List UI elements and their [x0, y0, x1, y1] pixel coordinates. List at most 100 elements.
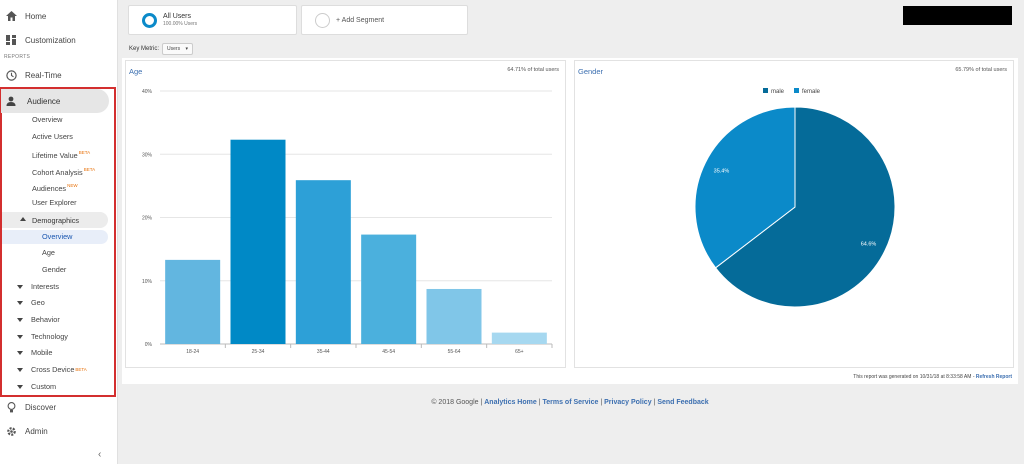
empty-ring-icon [315, 12, 330, 28]
demographics-item-age[interactable]: Age [42, 246, 55, 260]
home-icon [5, 10, 17, 22]
bar-55-64 [426, 288, 482, 344]
bar-18-24 [165, 259, 221, 344]
caret-down-icon [17, 368, 23, 372]
age-card-pct: 64.71% of total users [507, 67, 559, 73]
key-metric-label: Key Metric: [129, 46, 160, 52]
x-tick-label: 55-64 [448, 349, 461, 355]
segment-all-users[interactable]: All Users 100.00% Users [128, 5, 297, 35]
dashboard-grid-icon [5, 34, 17, 46]
copyright-text: © 2018 Google | [431, 399, 485, 406]
nav-item-label: Cross Device [31, 365, 75, 374]
gear-icon [5, 425, 17, 437]
gender-card-title[interactable]: Gender [578, 67, 604, 76]
y-tick-label: 40% [142, 89, 153, 95]
legend-swatch-female [794, 88, 799, 93]
nav-discover-label: Discover [25, 402, 57, 412]
audience-item-label: Lifetime Value [32, 151, 78, 160]
new-badge: NEW [67, 183, 78, 188]
caret-down-icon [17, 318, 23, 322]
nav-discover[interactable]: Discover [0, 395, 56, 419]
nav-technology[interactable]: Technology [17, 330, 68, 344]
caret-down-icon [17, 351, 23, 355]
dropdown-arrow-icon: ▾ [185, 46, 189, 52]
nav-customization[interactable]: Customization [0, 28, 76, 52]
pie-label-female: 35.4% [714, 169, 730, 175]
nav-custom[interactable]: Custom [17, 380, 56, 394]
age-card-title[interactable]: Age [129, 67, 143, 76]
gender-card-pct: 65.79% of total users [955, 67, 1007, 73]
footer-link-analytics-home[interactable]: Analytics Home [484, 399, 537, 406]
caret-up-icon [20, 217, 26, 221]
audience-item-audiences[interactable]: AudiencesNEW [32, 179, 78, 193]
footer-link-terms[interactable]: Terms of Service [542, 399, 599, 406]
reports-section-label: REPORTS [4, 54, 31, 60]
nav-item-label: Mobile [31, 348, 53, 357]
key-metric-value: Users [167, 46, 181, 52]
segment-title: All Users [163, 13, 192, 20]
key-metric-dropdown[interactable]: Users ▾ [162, 43, 194, 55]
segment-subtitle: 100.00% Users [163, 21, 198, 27]
beta-badge: BETA [78, 150, 91, 155]
clock-icon [5, 69, 17, 81]
audience-item-label: Cohort Analysis [32, 168, 83, 177]
nav-realtime-label: Real-Time [25, 70, 62, 80]
nav-item-label: Technology [31, 332, 68, 341]
footer-link-feedback[interactable]: Send Feedback [657, 399, 709, 406]
bar-65+ [491, 332, 547, 344]
lightbulb-icon [5, 401, 17, 413]
beta-badge: BETA [83, 167, 96, 172]
key-metric: Key Metric: Users ▾ [129, 43, 194, 55]
audience-highlight-frame [0, 87, 116, 397]
nav-behavior[interactable]: Behavior [17, 313, 60, 327]
report-generated-text: This report was generated on 10/31/18 at… [853, 374, 976, 380]
nav-geo[interactable]: Geo [17, 296, 45, 310]
audience-item-lifetime-value[interactable]: Lifetime ValueBETA [32, 146, 90, 160]
audience-item-label: Audiences [32, 184, 67, 193]
nav-admin-label: Admin [25, 426, 48, 436]
add-segment-button[interactable]: + Add Segment [301, 5, 468, 35]
nav-item-label: Behavior [31, 315, 60, 324]
report-generated-note: This report was generated on 10/31/18 at… [853, 374, 1012, 380]
nav-home[interactable]: Home [0, 4, 46, 28]
demographics-item-gender[interactable]: Gender [42, 263, 66, 277]
refresh-report-link[interactable]: Refresh Report [975, 374, 1012, 380]
nav-home-label: Home [25, 11, 47, 21]
audience-item-label: Active Users [32, 132, 73, 141]
page-footer: © 2018 Google | Analytics Home | Terms o… [431, 399, 709, 406]
sidebar: Home Customization REPORTS Real-Time Aud… [0, 0, 118, 464]
nav-mobile[interactable]: Mobile [17, 346, 53, 360]
legend-label-male: male [771, 89, 785, 95]
redacted-block [903, 6, 1012, 25]
nav-demographics[interactable]: Demographics [2, 212, 108, 228]
nav-item-label: Interests [31, 282, 59, 291]
bar-35-44 [295, 180, 351, 344]
demographics-item-overview[interactable]: Overview [2, 230, 108, 244]
nav-admin[interactable]: Admin [0, 419, 48, 443]
footer-link-privacy[interactable]: Privacy Policy [604, 399, 652, 406]
report-panel: Age 64.71% of total users 0% 10% 20% 30% 40%… [122, 58, 1018, 384]
demographics-item-label: Age [42, 248, 55, 257]
nav-cross-device[interactable]: Cross Device BETA [17, 363, 87, 377]
audience-item-active-users[interactable]: Active Users [32, 130, 73, 144]
audience-item-cohort-analysis[interactable]: Cohort AnalysisBETA [32, 163, 95, 177]
age-bar-chart: 0% 10% 20% 30% 40% 18-24 25-34 35-44 45-54 55-64 6… [142, 89, 553, 355]
gender-pie-chart: male female 64.6% 35.4% [694, 88, 896, 308]
x-tick-label: 65+ [515, 349, 524, 355]
caret-down-icon [17, 301, 23, 305]
collapse-sidebar-button[interactable]: ‹ [98, 449, 102, 460]
age-card: Age 64.71% of total users 0% 10% 20% 30% 40%… [125, 60, 566, 368]
nav-item-label: Geo [31, 298, 45, 307]
add-segment-label: + Add Segment [336, 16, 385, 24]
nav-realtime[interactable]: Real-Time [0, 63, 62, 87]
audience-item-overview[interactable]: Overview [32, 113, 62, 127]
y-tick-label: 30% [142, 152, 153, 158]
nav-interests[interactable]: Interests [17, 280, 59, 294]
caret-down-icon [17, 285, 23, 289]
nav-audience[interactable]: Audience [1, 89, 109, 113]
nav-demographics-label: Demographics [32, 215, 80, 225]
y-tick-label: 0% [145, 342, 153, 348]
demographics-item-label: Overview [42, 232, 73, 241]
y-tick-label: 20% [142, 216, 153, 222]
audience-item-user-explorer[interactable]: User Explorer [32, 196, 77, 210]
